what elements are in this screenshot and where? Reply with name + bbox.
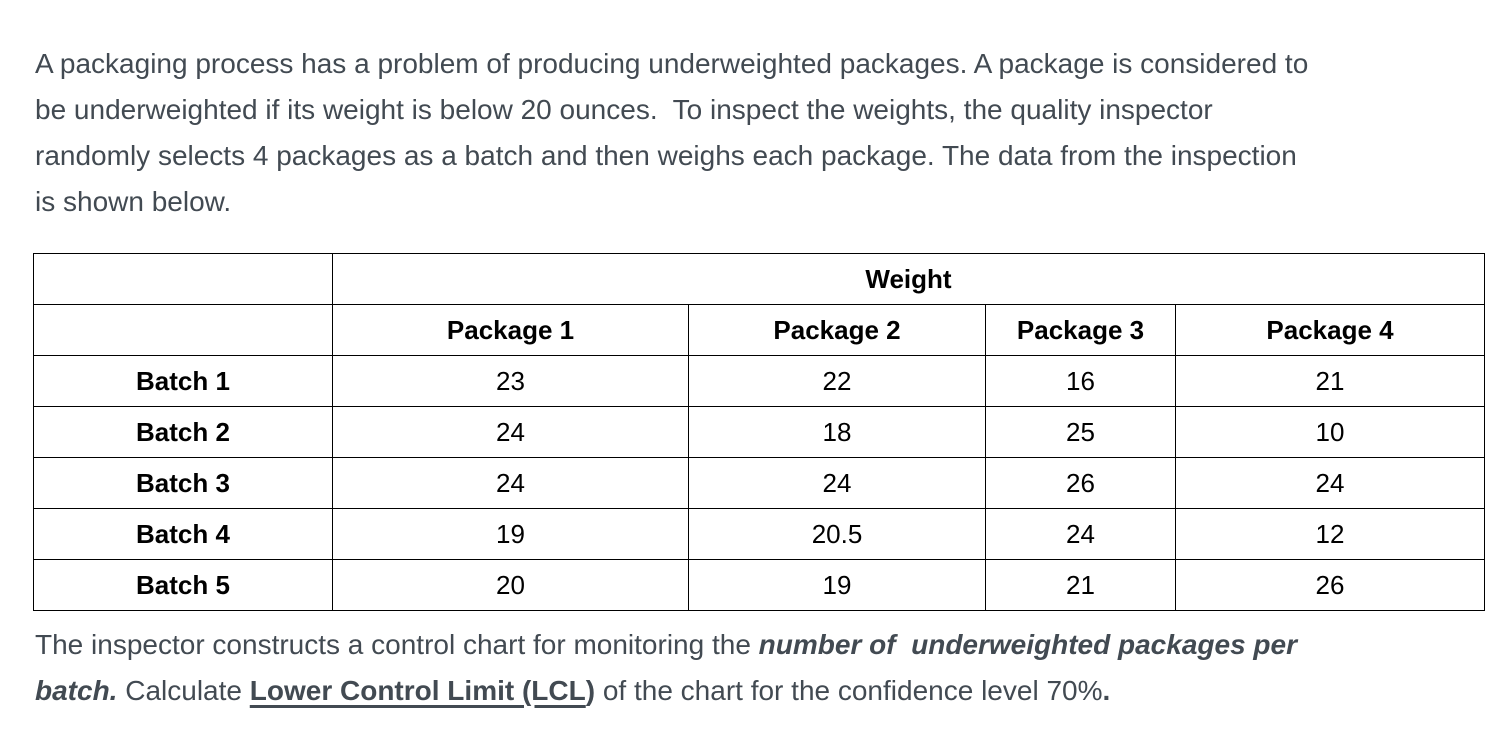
weight-cell: 24 (985, 508, 1176, 560)
statement-line-3: randomly selects 4 packages as a batch a… (35, 140, 1297, 171)
row-header-batch-2: Batch 2 (33, 406, 333, 458)
weight-cell: 20 (332, 559, 689, 611)
question-text: The inspector constructs a control chart… (35, 622, 1297, 714)
column-header-package-1: Package 1 (332, 304, 689, 356)
weight-cell: 24 (1175, 457, 1485, 509)
table-row-batch-4: Batch 4 19 20.5 24 12 (33, 508, 1485, 560)
question-line-1: The inspector constructs a control chart… (35, 622, 1297, 668)
weight-cell: 24 (332, 457, 689, 509)
weight-cell: 22 (688, 355, 986, 407)
column-header-package-4: Package 4 (1175, 304, 1485, 356)
weight-cell: 19 (332, 508, 689, 560)
weight-cell: 19 (688, 559, 986, 611)
corner-cell-2 (33, 304, 333, 356)
table-row-column-headers: Package 1 Package 2 Package 3 Package 4 (33, 304, 1485, 356)
question-final-period: . (1102, 675, 1111, 706)
weight-cell: 21 (1175, 355, 1485, 407)
weight-cell: 25 (985, 406, 1176, 458)
weight-cell: 23 (332, 355, 689, 407)
row-header-batch-4: Batch 4 (33, 508, 333, 560)
question-emphasis-part-2: batch. (35, 675, 118, 706)
weight-group-header: Weight (332, 253, 1485, 305)
weight-cell: 16 (985, 355, 1176, 407)
weight-cell: 18 (688, 406, 986, 458)
question-line-2: batch. Calculate Lower Control Limit (LC… (35, 668, 1297, 714)
weight-cell: 20.5 (688, 508, 986, 560)
table-row-batch-3: Batch 3 24 24 26 24 (33, 457, 1485, 509)
question-middle: Calculate (117, 675, 250, 706)
column-header-package-3: Package 3 (985, 304, 1176, 356)
table-row-batch-2: Batch 2 24 18 25 10 (33, 406, 1485, 458)
row-header-batch-5: Batch 5 (33, 559, 333, 611)
table-row-batch-1: Batch 1 23 22 16 21 (33, 355, 1485, 407)
table-row-group-header: Weight (33, 253, 1485, 305)
statement-line-4: is shown below. (35, 186, 232, 217)
question-emphasis-part-1: number of underweighted packages per (758, 629, 1298, 660)
statement-line-1: A packaging process has a problem of pro… (35, 48, 1309, 79)
lcl-close-paren: ) (585, 675, 596, 706)
weights-table: Weight Package 1 Package 2 Package 3 Pac… (33, 253, 1485, 611)
row-header-batch-1: Batch 1 (33, 355, 333, 407)
question-suffix: of the chart for the confidence level 70… (595, 675, 1103, 706)
weight-cell: 12 (1175, 508, 1485, 560)
problem-statement: A packaging process has a problem of pro… (35, 41, 1308, 225)
weight-cell: 10 (1175, 406, 1485, 458)
question-prefix: The inspector constructs a control chart… (35, 629, 759, 660)
table-row-batch-5: Batch 5 20 19 21 26 (33, 559, 1485, 611)
weight-cell: 24 (332, 406, 689, 458)
row-header-batch-3: Batch 3 (33, 457, 333, 509)
weight-cell: 24 (688, 457, 986, 509)
lcl-underlined-text: Lower Control Limit (LCL (249, 675, 586, 706)
weight-cell: 21 (985, 559, 1176, 611)
corner-cell (33, 253, 333, 305)
statement-line-2: be underweighted if its weight is below … (35, 94, 1213, 125)
weight-cell: 26 (985, 457, 1176, 509)
column-header-package-2: Package 2 (688, 304, 986, 356)
weight-cell: 26 (1175, 559, 1485, 611)
